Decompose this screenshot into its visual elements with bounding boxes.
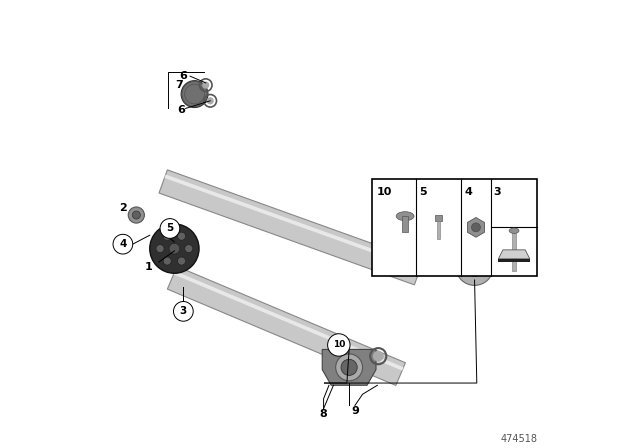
Polygon shape: [173, 271, 403, 370]
Circle shape: [173, 302, 193, 321]
Polygon shape: [164, 174, 421, 270]
Circle shape: [465, 257, 484, 276]
Circle shape: [163, 257, 172, 265]
Polygon shape: [322, 349, 376, 385]
Text: 3: 3: [493, 187, 501, 197]
Polygon shape: [499, 259, 530, 263]
Circle shape: [181, 81, 208, 108]
Text: 10: 10: [332, 340, 346, 350]
Bar: [435, 215, 442, 221]
Circle shape: [177, 232, 186, 240]
Bar: [512, 231, 516, 271]
Bar: [402, 216, 408, 232]
Text: 474518: 474518: [500, 434, 538, 444]
Circle shape: [132, 211, 140, 219]
Circle shape: [185, 245, 193, 253]
Text: 9: 9: [351, 406, 359, 416]
Text: 2: 2: [119, 203, 127, 213]
Circle shape: [160, 219, 180, 238]
Text: 3: 3: [180, 306, 187, 316]
Circle shape: [472, 223, 481, 232]
Circle shape: [150, 224, 199, 273]
Circle shape: [207, 97, 214, 104]
Circle shape: [373, 351, 383, 362]
Text: 6: 6: [177, 105, 185, 115]
Circle shape: [456, 248, 493, 285]
Polygon shape: [159, 170, 423, 285]
Text: 7: 7: [175, 80, 183, 90]
Text: 6: 6: [179, 71, 188, 81]
Polygon shape: [168, 267, 405, 385]
Circle shape: [169, 243, 180, 254]
Polygon shape: [499, 250, 530, 259]
Text: 8: 8: [320, 409, 328, 419]
Circle shape: [328, 334, 350, 356]
Text: 5: 5: [166, 224, 173, 233]
Circle shape: [341, 359, 357, 375]
Circle shape: [177, 257, 186, 265]
Text: 10: 10: [333, 340, 345, 349]
Ellipse shape: [509, 228, 519, 233]
Circle shape: [163, 232, 172, 240]
Circle shape: [156, 245, 164, 253]
Circle shape: [113, 234, 132, 254]
Ellipse shape: [396, 212, 414, 221]
Text: 11: 11: [480, 239, 496, 249]
FancyBboxPatch shape: [371, 179, 538, 276]
Text: 5: 5: [420, 187, 428, 197]
Polygon shape: [467, 218, 484, 237]
Text: 10: 10: [377, 187, 392, 197]
Text: 1: 1: [145, 262, 153, 271]
Text: 4: 4: [465, 187, 472, 197]
Text: 4: 4: [119, 239, 127, 249]
Circle shape: [202, 82, 209, 89]
Bar: [437, 221, 440, 238]
Circle shape: [336, 354, 362, 381]
Circle shape: [128, 207, 145, 223]
